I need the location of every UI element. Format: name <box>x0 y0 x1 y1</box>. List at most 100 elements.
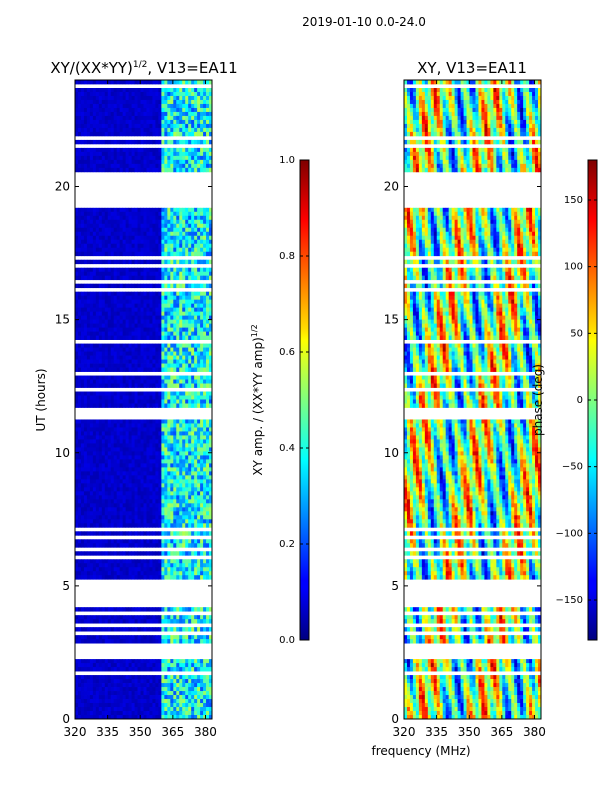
heatmap-cell <box>75 515 79 520</box>
heatmap-cell <box>161 223 165 229</box>
heatmap-cell <box>206 95 210 101</box>
heatmap-cell <box>191 107 195 113</box>
heatmap-cell <box>92 487 97 492</box>
heatmap-cell <box>191 243 195 249</box>
heatmap-cell <box>119 139 124 145</box>
heatmap-cell <box>86 543 91 548</box>
heatmap-cell <box>158 167 162 173</box>
heatmap-cell <box>113 443 118 448</box>
heatmap-cell <box>203 443 207 448</box>
heatmap-cell <box>167 99 171 105</box>
heatmap-cell <box>80 259 85 265</box>
heatmap-cell <box>125 443 130 448</box>
heatmap-cell <box>185 567 189 572</box>
heatmap-cell <box>98 363 103 368</box>
heatmap-cell <box>128 327 132 332</box>
heatmap-cell <box>200 363 204 368</box>
heatmap-cell <box>182 139 186 145</box>
heatmap-cell <box>182 487 186 492</box>
heatmap-cell <box>200 315 204 321</box>
heatmap-cell <box>116 575 121 580</box>
heatmap-cell <box>104 319 109 325</box>
heatmap-cell <box>134 531 138 536</box>
heatmap-cell <box>191 231 195 237</box>
heatmap-cell <box>122 551 127 556</box>
heatmap-cell <box>209 123 213 129</box>
heatmap-cell <box>161 399 165 404</box>
heatmap-cell <box>161 447 165 452</box>
heatmap-cell <box>131 475 135 480</box>
heatmap-cell <box>80 243 85 249</box>
heatmap-cell <box>83 87 88 93</box>
heatmap-cell <box>203 355 207 360</box>
heatmap-cell <box>170 355 174 360</box>
heatmap-cell <box>173 367 177 372</box>
heatmap-cell <box>80 523 85 528</box>
heatmap-cell <box>77 523 82 528</box>
heatmap-cell <box>200 391 204 396</box>
heatmap-cell <box>137 391 141 396</box>
heatmap-cell <box>80 499 85 504</box>
heatmap-cell <box>176 347 180 352</box>
heatmap-cell <box>75 531 79 536</box>
heatmap-cell <box>134 391 138 396</box>
heatmap-cell <box>119 283 124 289</box>
heatmap-cell <box>164 351 168 356</box>
heatmap-cell <box>158 563 162 568</box>
heatmap-cell <box>203 491 207 496</box>
heatmap-cell <box>104 675 109 680</box>
heatmap-cell <box>206 483 210 488</box>
heatmap-cell <box>164 459 168 464</box>
heatmap-cell <box>104 315 109 321</box>
heatmap-cell <box>179 507 183 512</box>
heatmap-cell <box>80 607 85 612</box>
heatmap-cell <box>83 515 88 520</box>
heatmap-cell <box>86 299 91 305</box>
heatmap-cell <box>131 447 135 452</box>
heatmap-cell <box>155 319 159 325</box>
heatmap-cell <box>137 363 141 368</box>
heatmap-cell <box>182 503 186 508</box>
heatmap-cell <box>101 107 106 113</box>
heatmap-cell <box>75 639 79 644</box>
heatmap-cell <box>116 675 121 680</box>
heatmap-cell <box>107 483 112 488</box>
heatmap-cell <box>194 119 198 125</box>
heatmap-cell <box>179 299 183 305</box>
heatmap-cell <box>143 275 147 281</box>
heatmap-cell <box>164 495 168 500</box>
heatmap-cell <box>134 375 138 380</box>
heatmap-cell <box>173 543 177 548</box>
heatmap-cell <box>206 379 210 384</box>
heatmap-cell <box>89 627 94 632</box>
heatmap-cell <box>185 103 189 109</box>
heatmap-cell <box>170 343 174 348</box>
heatmap-cell <box>188 211 192 217</box>
heatmap-cell <box>131 315 135 321</box>
heatmap-cell <box>98 115 103 121</box>
heatmap-cell <box>191 319 195 325</box>
heatmap-cell <box>77 239 82 245</box>
heatmap-cell <box>161 435 165 440</box>
heatmap-cell <box>125 251 130 257</box>
heatmap-cell <box>191 299 195 305</box>
heatmap-cell <box>98 295 103 301</box>
heatmap-cell <box>143 423 147 428</box>
heatmap-cell <box>75 163 79 169</box>
heatmap-cell <box>140 507 144 512</box>
heatmap-cell <box>137 459 141 464</box>
heatmap-cell <box>116 103 121 109</box>
heatmap-cell <box>209 639 213 644</box>
heatmap-cell <box>152 467 156 472</box>
heatmap-cell <box>203 483 207 488</box>
heatmap-cell <box>149 247 153 253</box>
heatmap-cell <box>75 447 79 452</box>
heatmap-cell <box>119 607 124 612</box>
heatmap-cell <box>89 271 94 277</box>
heatmap-cell <box>146 159 150 165</box>
heatmap-cell <box>95 383 100 388</box>
heatmap-cell <box>185 247 189 253</box>
heatmap-cell <box>134 235 138 241</box>
heatmap-cell <box>191 439 195 444</box>
heatmap-cell <box>161 379 165 384</box>
